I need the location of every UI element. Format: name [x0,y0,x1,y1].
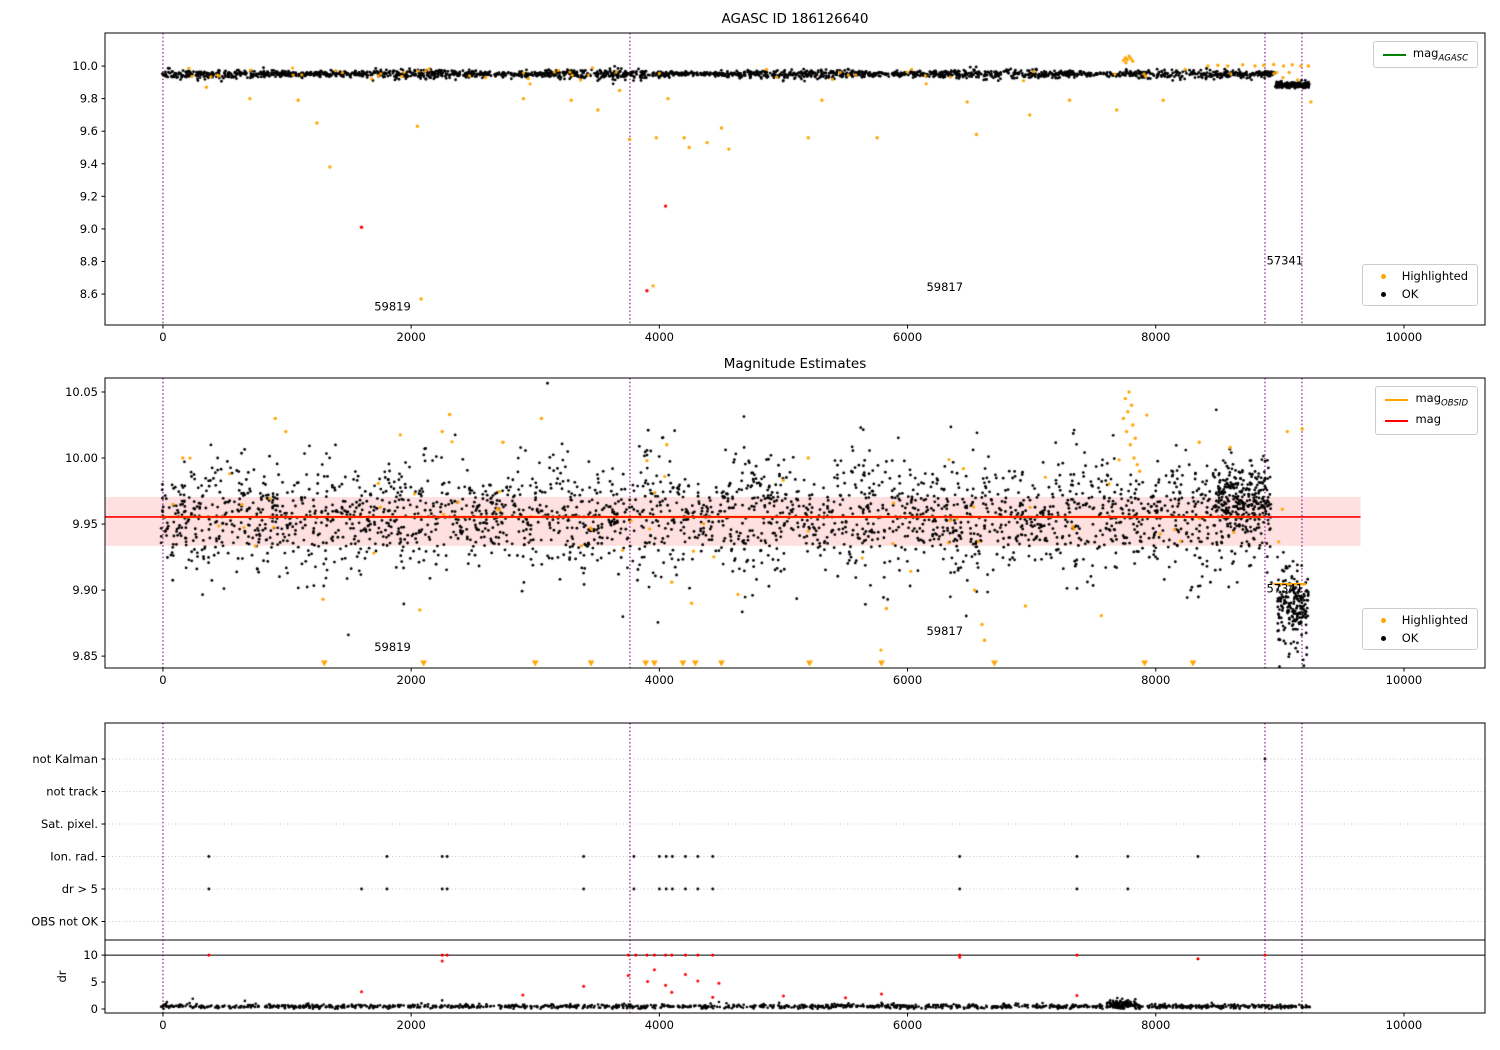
y-tick-label: 10.00 [65,451,98,465]
y-tick-label: 8.8 [80,254,98,268]
flag-category-label: not track [46,785,98,799]
flag-category-label: OBS not OK [31,915,98,929]
panel1-frame [104,32,1486,326]
legend-panel2-markers: Highlighted OK [1361,608,1478,650]
dr-flagged-point [670,953,674,957]
dr-flagged-point [634,953,638,957]
legend-label-mag: mag [1415,412,1442,427]
panel2-frame [104,377,1486,669]
x-tick-label: 2000 [397,1018,426,1032]
flag-category-label: dr > 5 [62,882,98,896]
x-tick-label: 6000 [893,673,922,687]
y-tick-label: 9.90 [72,583,98,597]
legend-item-mag: mag [1385,412,1468,429]
dr-flagged-point [664,953,668,957]
x-tick-label: 2000 [397,673,426,687]
dr-flagged-point [1263,953,1267,957]
legend-panel1-markers: Highlighted OK [1361,264,1478,306]
x-tick-label: 0 [159,330,166,344]
y-tick-label: 9.2 [80,189,98,203]
dr-flagged-point [711,953,715,957]
dr-flagged-point [958,953,962,957]
x-tick-label: 4000 [645,673,674,687]
legend-item-mag-obsid: magOBSID [1385,391,1468,408]
y-tick-label: 8.6 [80,287,98,301]
legend-panel2-lines: magOBSID mag [1375,386,1478,435]
legend-item-ok: OK [1372,631,1468,645]
dr-flagged-point [445,953,449,957]
dr-flagged-point [1075,953,1079,957]
y-tick-label: 9.0 [80,222,98,236]
legend-label-highlighted: Highlighted [1401,613,1468,627]
y-tick-label: 5 [91,975,98,989]
y-tick-label: 9.85 [72,649,98,663]
dr-flagged-point [645,953,649,957]
y-tick-label: 10 [83,948,98,962]
obsid-annotation: 59817 [926,280,963,294]
x-tick-label: 8000 [1141,673,1170,687]
y-tick-label: 9.8 [80,92,98,106]
x-tick-label: 8000 [1141,1018,1170,1032]
x-tick-label: 4000 [645,1018,674,1032]
dr-flagged-point [696,953,700,957]
dr-axis-label: dr [55,970,69,982]
x-tick-label: 4000 [645,330,674,344]
legend-label-mag-agasc: magAGASC [1412,46,1468,64]
mag-agasc-line-swatch [1382,53,1406,56]
dr-flagged-point [683,953,687,957]
legend-label-highlighted: Highlighted [1401,269,1468,283]
dr-flagged-point [440,953,444,957]
x-tick-label: 10000 [1386,330,1423,344]
legend-label-ok: OK [1401,287,1419,301]
x-tick-label: 6000 [893,1018,922,1032]
flag-category-label: Ion. rad. [50,850,98,864]
obsid-annotation: 57341 [1267,582,1304,596]
y-tick-label: 10.05 [65,385,98,399]
dr-frame [104,939,1486,1014]
x-tick-label: 10000 [1386,673,1423,687]
dr-flagged-point [207,953,211,957]
legend-item-mag-agasc: magAGASC [1382,46,1468,64]
x-tick-label: 0 [159,673,166,687]
flag-category-label: Sat. pixel. [41,817,98,831]
mag-line-swatch [1385,419,1409,422]
mag-obsid-line-swatch [1385,398,1409,401]
flag-category-label: not Kalman [32,752,98,766]
legend-mag-agasc: magAGASC [1372,41,1478,69]
x-tick-label: 6000 [893,330,922,344]
legend-label-ok: OK [1401,631,1419,645]
dr-flagged-point [626,953,630,957]
legend-item-ok: OK [1372,287,1468,301]
obsid-annotation: 59819 [374,299,411,313]
flags-frame [104,722,1486,941]
obsid-annotation: 59817 [926,624,963,638]
dr-flagged-point [1196,957,1200,961]
x-tick-label: 2000 [397,330,426,344]
obsid-annotation: 57341 [1267,254,1304,268]
y-tick-label: 0 [91,1002,98,1016]
y-tick-label: 9.95 [72,517,98,531]
panel1-title: AGASC ID 186126640 [721,11,869,27]
highlighted-dot-swatch [1372,617,1395,623]
legend-item-highlighted: Highlighted [1372,613,1468,627]
dr-flagged-point [652,953,656,957]
x-tick-label: 0 [159,1018,166,1032]
y-tick-label: 9.4 [80,157,98,171]
obsid-annotation: 59819 [374,640,411,654]
x-tick-label: 10000 [1386,1018,1423,1032]
legend-label-mag-obsid: magOBSID [1415,391,1468,409]
y-tick-label: 9.6 [80,124,98,138]
y-tick-label: 10.0 [72,59,98,73]
panel2-title: Magnitude Estimates [723,356,867,372]
x-tick-label: 8000 [1141,330,1170,344]
ok-dot-swatch [1372,635,1395,641]
highlighted-dot-swatch [1372,273,1395,279]
legend-item-highlighted: Highlighted [1372,269,1468,283]
ok-dot-swatch [1372,291,1395,297]
